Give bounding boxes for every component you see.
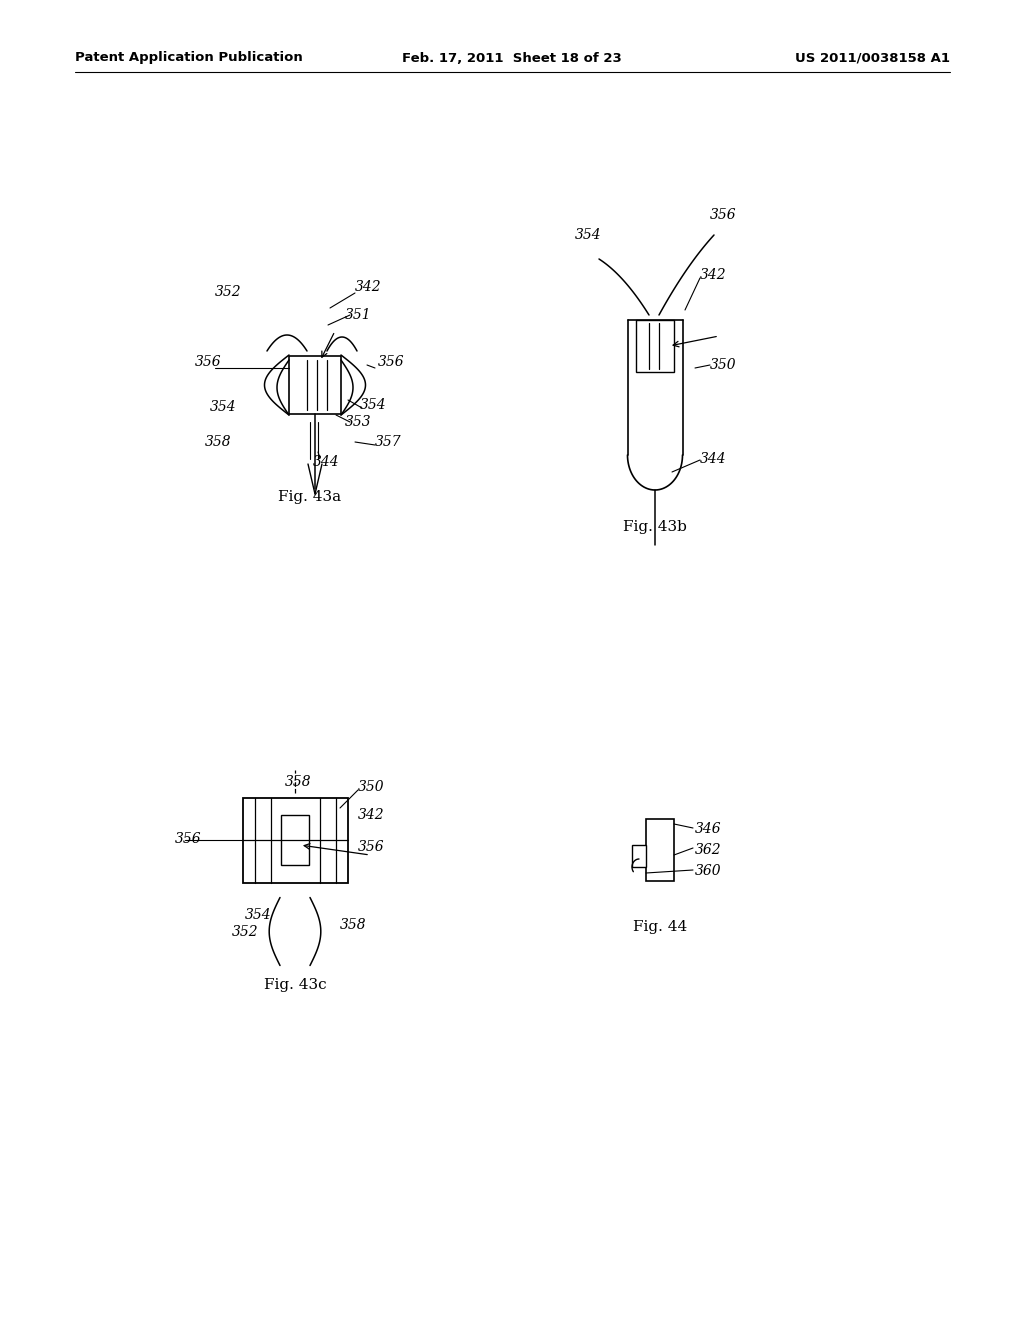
Bar bbox=[243, 797, 347, 883]
Text: US 2011/0038158 A1: US 2011/0038158 A1 bbox=[795, 51, 950, 65]
Text: 354: 354 bbox=[210, 400, 237, 414]
Text: 357: 357 bbox=[375, 436, 401, 449]
Bar bbox=[281, 814, 309, 865]
Text: Fig. 43a: Fig. 43a bbox=[279, 490, 342, 504]
Text: 354: 354 bbox=[575, 228, 602, 242]
Text: 356: 356 bbox=[195, 355, 221, 370]
Text: 358: 358 bbox=[285, 775, 311, 789]
Text: 356: 356 bbox=[378, 355, 404, 370]
Text: 344: 344 bbox=[313, 455, 340, 469]
Text: 352: 352 bbox=[232, 925, 259, 939]
Text: 354: 354 bbox=[245, 908, 271, 921]
Text: 356: 356 bbox=[710, 209, 736, 222]
Bar bbox=[646, 818, 674, 880]
Text: 358: 358 bbox=[205, 436, 231, 449]
Text: 346: 346 bbox=[695, 822, 722, 836]
Text: 354: 354 bbox=[360, 399, 387, 412]
Text: Fig. 43c: Fig. 43c bbox=[264, 978, 327, 993]
Text: Feb. 17, 2011  Sheet 18 of 23: Feb. 17, 2011 Sheet 18 of 23 bbox=[402, 51, 622, 65]
Text: 362: 362 bbox=[695, 843, 722, 857]
Text: 356: 356 bbox=[358, 840, 385, 854]
Text: 350: 350 bbox=[358, 780, 385, 795]
Bar bbox=[289, 356, 341, 414]
Text: 353: 353 bbox=[345, 414, 372, 429]
Text: 358: 358 bbox=[340, 917, 367, 932]
Text: 350: 350 bbox=[710, 358, 736, 372]
Text: 351: 351 bbox=[345, 308, 372, 322]
Text: Fig. 44: Fig. 44 bbox=[633, 920, 687, 935]
Text: 356: 356 bbox=[175, 832, 202, 846]
Text: 344: 344 bbox=[700, 451, 727, 466]
Bar bbox=[636, 319, 674, 372]
Text: 352: 352 bbox=[215, 285, 242, 300]
Text: Patent Application Publication: Patent Application Publication bbox=[75, 51, 303, 65]
Text: 342: 342 bbox=[358, 808, 385, 822]
Bar bbox=[632, 845, 646, 867]
Text: 342: 342 bbox=[700, 268, 727, 282]
Text: Fig. 43b: Fig. 43b bbox=[623, 520, 687, 535]
Text: 360: 360 bbox=[695, 865, 722, 878]
Text: 342: 342 bbox=[355, 280, 382, 294]
